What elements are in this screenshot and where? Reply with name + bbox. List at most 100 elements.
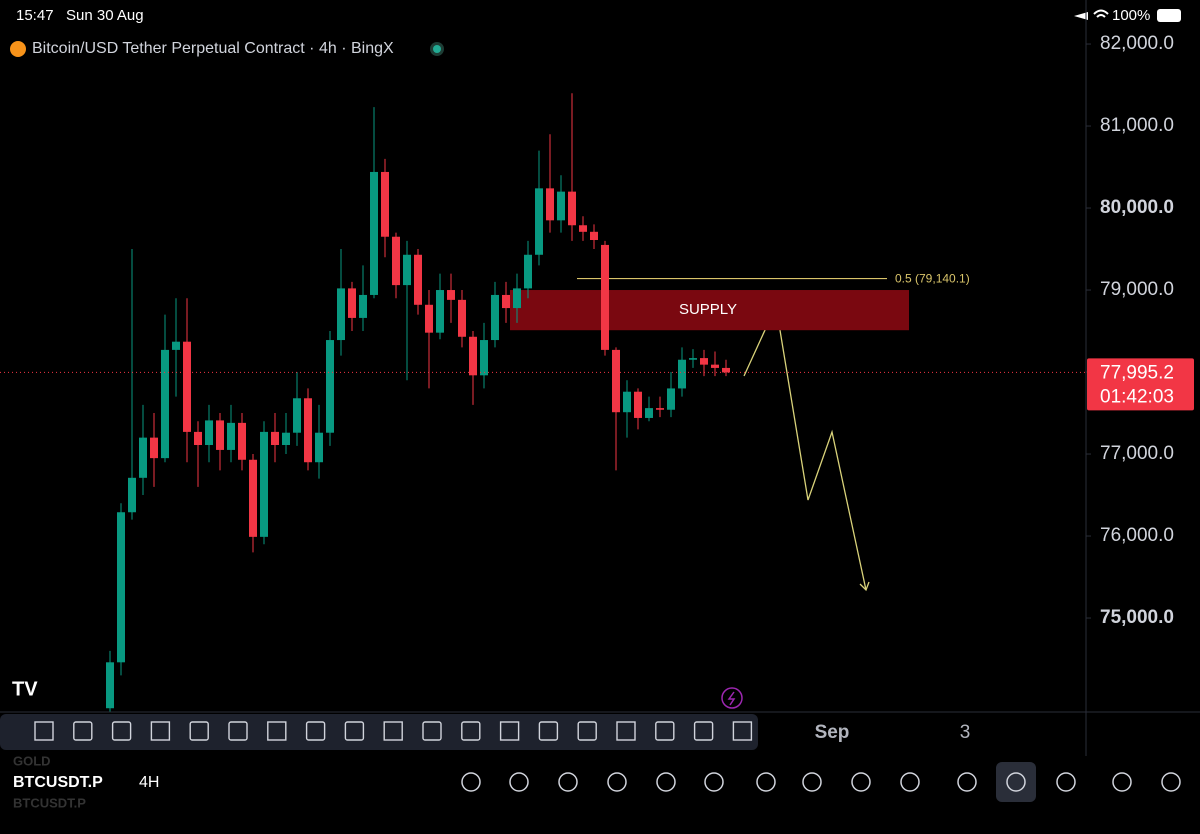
lightning-icon[interactable] — [721, 687, 743, 709]
tool-icon[interactable] — [538, 721, 559, 741]
candle-body — [667, 388, 675, 410]
candle-body — [502, 294, 510, 309]
last-price-box — [1087, 358, 1194, 411]
bar-icon[interactable] — [509, 772, 529, 792]
candle-body — [447, 290, 455, 300]
fib-label: 0.5 (79,140.1) — [895, 272, 970, 286]
bar-icon[interactable] — [756, 772, 776, 792]
tv-logo: TV — [12, 678, 38, 700]
candle-body — [601, 244, 609, 350]
watchlist-item[interactable]: BTCUSDT.P — [13, 795, 86, 810]
tool-icon[interactable] — [461, 721, 481, 741]
candle-body — [513, 288, 521, 309]
bar-icon[interactable] — [461, 772, 481, 792]
last-price-label: 77,995.2 — [1100, 362, 1174, 383]
candle-body — [359, 294, 367, 318]
bar-icon[interactable] — [656, 772, 676, 792]
candle-body — [150, 437, 158, 459]
bar-icon[interactable] — [957, 772, 977, 792]
tool-icon[interactable] — [267, 721, 287, 741]
candle-body — [315, 432, 323, 463]
bar-icon[interactable] — [704, 772, 724, 792]
wifi-icon — [1093, 9, 1109, 18]
battery-text: 100% — [1112, 7, 1150, 24]
tool-icon[interactable] — [305, 721, 326, 741]
tool-icon[interactable] — [34, 721, 54, 741]
tool-icon[interactable] — [616, 721, 636, 741]
tool-icon[interactable] — [150, 721, 171, 741]
tool-icon[interactable] — [655, 721, 675, 741]
tool-icon[interactable] — [577, 721, 597, 741]
bar-icon[interactable] — [1006, 772, 1026, 792]
candle-body — [491, 294, 499, 341]
candle-body — [128, 477, 136, 513]
candle-body — [656, 408, 664, 410]
bar-icon[interactable] — [1161, 772, 1181, 792]
interval[interactable]: 4H — [139, 774, 159, 791]
bar-icon[interactable] — [802, 772, 822, 792]
y-tick-label: 80,000.0 — [1100, 197, 1174, 218]
symbol[interactable]: BTCUSDT.P — [13, 774, 103, 791]
candle-body — [381, 171, 389, 237]
tool-icon[interactable] — [111, 721, 132, 741]
bar-icon[interactable] — [900, 772, 920, 792]
tool-icon[interactable] — [693, 721, 714, 741]
candle-body — [205, 420, 213, 446]
candle-body — [568, 191, 576, 226]
tool-icon[interactable] — [499, 721, 520, 741]
candle-body — [480, 340, 488, 376]
bar-icon[interactable] — [607, 772, 627, 792]
candle-body — [183, 341, 191, 432]
bar-icon[interactable] — [558, 772, 578, 792]
time-label: 3 — [960, 722, 971, 743]
candle-body — [337, 288, 345, 341]
candle-body — [249, 459, 257, 537]
status-date: Sun 30 Aug — [66, 7, 144, 24]
bar-icon[interactable] — [1112, 772, 1132, 792]
candle-body — [403, 254, 411, 286]
candle-body — [139, 437, 147, 478]
candle-body — [304, 398, 312, 463]
candle-body — [645, 408, 653, 418]
candle-body — [227, 422, 235, 450]
tool-icon[interactable] — [189, 721, 209, 741]
candle-body — [293, 398, 301, 433]
projection-path — [743, 303, 867, 591]
status-dot-inner — [433, 45, 441, 53]
candle-body — [524, 254, 532, 289]
y-tick-label: 75,000.0 — [1100, 607, 1174, 628]
tool-icon[interactable] — [732, 721, 753, 741]
candle-body — [370, 171, 378, 295]
candle-body — [546, 188, 554, 221]
candle-body — [106, 662, 114, 709]
candle-body — [194, 431, 202, 446]
candle-body — [711, 364, 719, 368]
candle-body — [436, 290, 444, 333]
candle-body — [117, 512, 125, 663]
status-time: 15:47 — [16, 7, 54, 24]
chart-title: Bitcoin/USD Tether Perpetual Contract · … — [32, 40, 394, 57]
tool-icon[interactable] — [422, 721, 442, 741]
fullscreen-button[interactable] — [996, 762, 1036, 802]
candle-body — [348, 288, 356, 318]
projection-arrow — [859, 581, 870, 592]
bar-icon[interactable] — [1056, 772, 1076, 792]
candle-body — [469, 336, 477, 376]
candle-body — [634, 391, 642, 418]
candle-body — [238, 422, 246, 460]
watchlist-item[interactable]: GOLD — [13, 753, 51, 768]
tool-icon[interactable] — [73, 721, 93, 741]
tool-icon[interactable] — [344, 721, 365, 741]
candle-body — [172, 341, 180, 350]
y-tick-label: 81,000.0 — [1100, 115, 1174, 136]
bar-icon[interactable] — [851, 772, 871, 792]
tool-icon[interactable] — [228, 721, 248, 741]
time-label: Sep — [815, 722, 850, 743]
candle-body — [326, 340, 334, 433]
candle-body — [271, 431, 279, 446]
btc-icon — [10, 41, 26, 57]
tool-icon[interactable] — [383, 721, 403, 741]
zone-label: SUPPLY — [679, 301, 737, 318]
